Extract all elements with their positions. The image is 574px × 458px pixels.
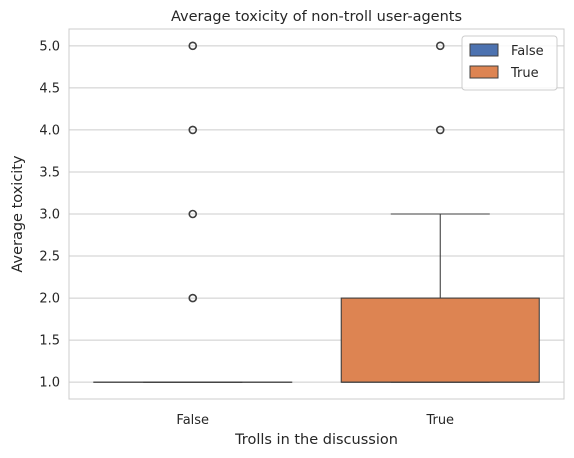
legend: False True bbox=[462, 36, 557, 90]
y-tick-label: 2.5 bbox=[39, 250, 60, 265]
legend-swatch-false bbox=[470, 44, 498, 56]
y-tick-label: 5.0 bbox=[39, 39, 60, 54]
y-axis-title: Average toxicity bbox=[10, 155, 26, 273]
legend-swatch-true bbox=[470, 66, 498, 78]
y-tick-label: 4.5 bbox=[39, 81, 60, 96]
y-tick-label: 1.5 bbox=[39, 334, 60, 349]
y-tick-label: 3.5 bbox=[39, 165, 60, 180]
x-tick-label: True bbox=[425, 413, 454, 428]
legend-label-false: False bbox=[511, 44, 544, 59]
y-tick-label: 2.0 bbox=[39, 292, 60, 307]
x-axis-title: Trolls in the discussion bbox=[234, 432, 398, 448]
box-iqr bbox=[341, 298, 539, 382]
legend-label-true: True bbox=[510, 66, 539, 81]
y-tick-label: 3.0 bbox=[39, 208, 60, 223]
chart-title: Average toxicity of non-troll user-agent… bbox=[171, 9, 462, 25]
y-tick-label: 1.0 bbox=[39, 376, 60, 391]
y-tick-label: 4.0 bbox=[39, 123, 60, 138]
y-tick-labels: 1.0 1.5 2.0 2.5 3.0 3.5 4.0 4.5 5.0 bbox=[39, 39, 60, 390]
x-tick-label: False bbox=[176, 413, 209, 428]
